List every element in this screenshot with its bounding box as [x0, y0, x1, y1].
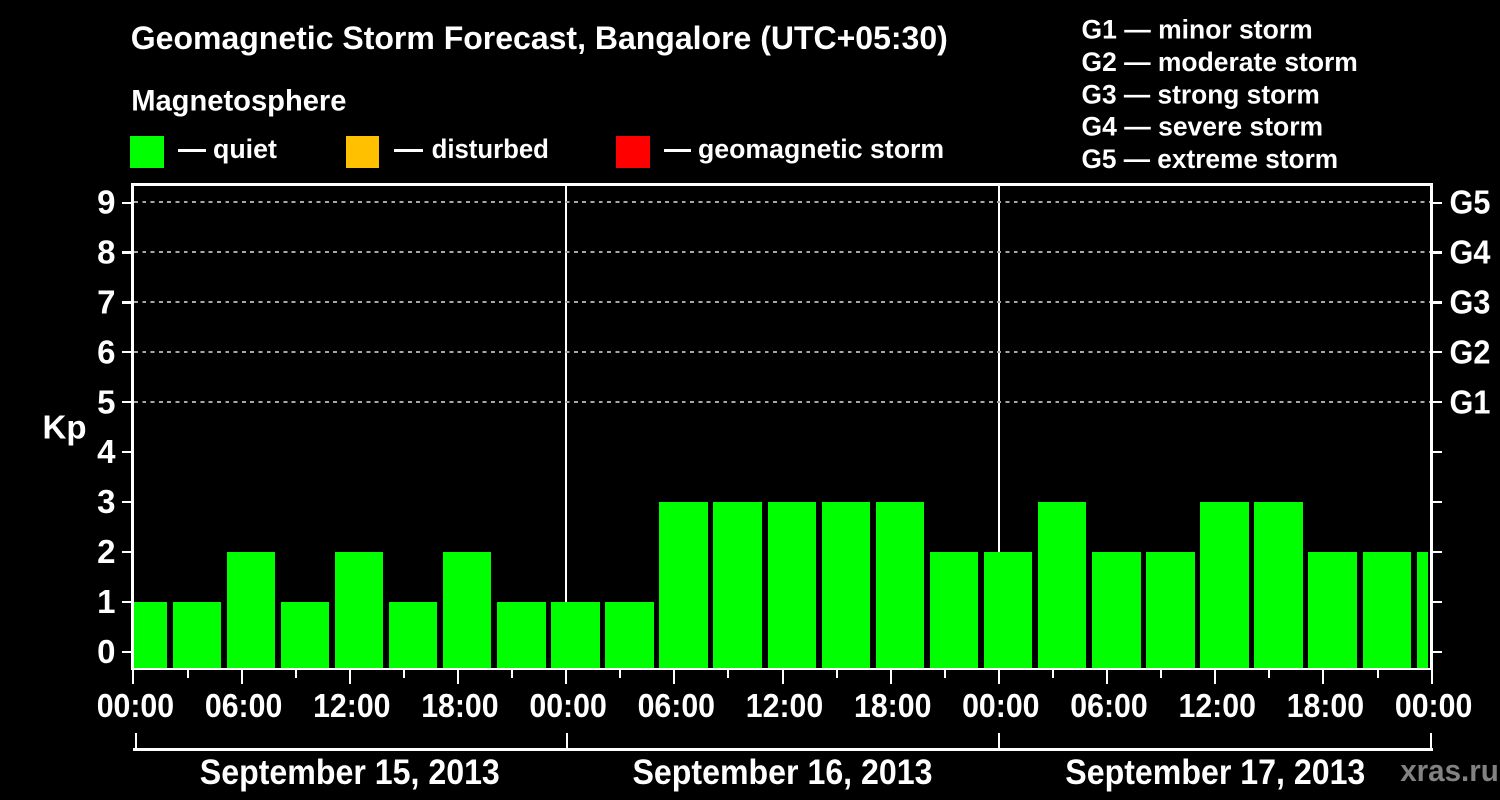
svg-text:G4 — severe storm: G4 — severe storm [1082, 112, 1324, 142]
svg-text:18:00: 18:00 [421, 687, 498, 724]
svg-text:Kp: Kp [43, 408, 87, 445]
svg-text:06:00: 06:00 [205, 687, 282, 724]
svg-text:7: 7 [97, 283, 115, 320]
svg-text:G1: G1 [1450, 383, 1491, 420]
svg-text:0: 0 [97, 633, 115, 670]
svg-text:00:00: 00:00 [962, 687, 1039, 724]
svg-text:06:00: 06:00 [1070, 687, 1147, 724]
svg-text:3: 3 [97, 483, 115, 520]
svg-text:G5: G5 [1450, 184, 1491, 221]
svg-text:6: 6 [97, 333, 115, 370]
svg-text:4: 4 [97, 433, 116, 470]
svg-text:12:00: 12:00 [746, 687, 823, 724]
svg-text:8: 8 [97, 233, 115, 270]
svg-text:Geomagnetic Storm Forecast, Ba: Geomagnetic Storm Forecast, Bangalore (U… [131, 20, 948, 56]
svg-text:disturbed: disturbed [432, 134, 549, 164]
svg-text:G2 — moderate storm: G2 — moderate storm [1082, 47, 1358, 77]
svg-text:06:00: 06:00 [638, 687, 715, 724]
svg-text:18:00: 18:00 [854, 687, 931, 724]
svg-text:12:00: 12:00 [313, 687, 390, 724]
svg-text:Magnetosphere: Magnetosphere [131, 84, 346, 117]
svg-text:9: 9 [97, 184, 115, 221]
svg-text:G1 — minor storm: G1 — minor storm [1082, 15, 1313, 45]
svg-text:00:00: 00:00 [97, 687, 174, 724]
svg-text:September 17, 2013: September 17, 2013 [1065, 752, 1365, 792]
svg-text:00:00: 00:00 [529, 687, 606, 724]
svg-text:xras.ru: xras.ru [1400, 754, 1499, 788]
svg-text:September 16, 2013: September 16, 2013 [633, 752, 933, 792]
svg-text:00:00: 00:00 [1395, 687, 1472, 724]
svg-text:G5 — extreme storm: G5 — extreme storm [1082, 144, 1339, 174]
svg-text:1: 1 [97, 583, 115, 620]
svg-text:18:00: 18:00 [1287, 687, 1364, 724]
svg-text:2: 2 [97, 533, 115, 570]
svg-text:G3 — strong storm: G3 — strong storm [1082, 79, 1320, 109]
svg-text:quiet: quiet [213, 134, 277, 164]
svg-text:September 15, 2013: September 15, 2013 [200, 752, 500, 792]
svg-text:G4: G4 [1450, 233, 1491, 270]
svg-text:G3: G3 [1450, 283, 1491, 320]
svg-text:5: 5 [97, 383, 115, 420]
svg-text:12:00: 12:00 [1179, 687, 1256, 724]
svg-text:geomagnetic storm: geomagnetic storm [698, 134, 944, 164]
svg-text:G2: G2 [1450, 333, 1491, 370]
